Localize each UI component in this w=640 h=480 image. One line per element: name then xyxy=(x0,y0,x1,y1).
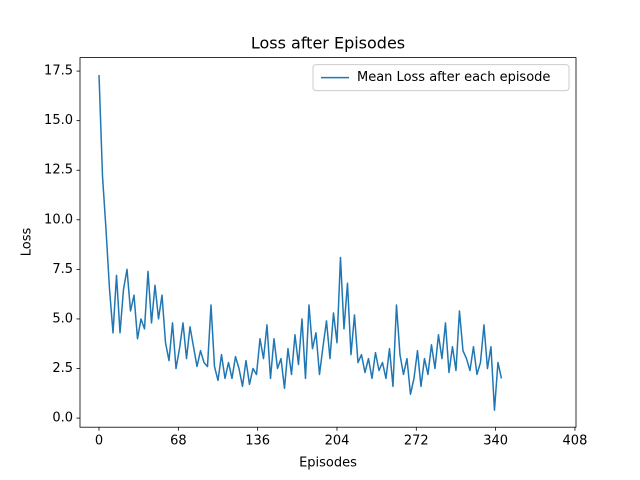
chart-title: Loss after Episodes xyxy=(251,34,405,53)
x-tick-label: 0 xyxy=(95,434,103,449)
x-tick-label: 136 xyxy=(245,434,270,449)
y-axis-label: Loss xyxy=(20,228,35,257)
y-tick-label: 10.0 xyxy=(44,212,73,227)
legend-label: Mean Loss after each episode xyxy=(357,70,550,85)
x-axis-label: Episodes xyxy=(299,456,357,471)
x-tick-label: 272 xyxy=(404,434,429,449)
x-tick-label: 408 xyxy=(563,434,588,449)
data-line xyxy=(98,75,503,411)
y-tick-label: 0.0 xyxy=(52,411,73,426)
y-tick-label: 2.5 xyxy=(52,361,73,376)
y-tick-label: 17.5 xyxy=(44,64,73,79)
x-tick-label: 340 xyxy=(483,434,508,449)
x-tick-label: 68 xyxy=(170,434,187,449)
y-tick-label: 5.0 xyxy=(52,311,73,326)
legend-box xyxy=(312,64,570,92)
y-tick-label: 7.5 xyxy=(52,262,73,277)
y-tick-label: 12.5 xyxy=(44,163,73,178)
axes-frame xyxy=(79,57,577,428)
x-tick-label: 204 xyxy=(325,434,350,449)
y-tick-label: 15.0 xyxy=(44,113,73,128)
